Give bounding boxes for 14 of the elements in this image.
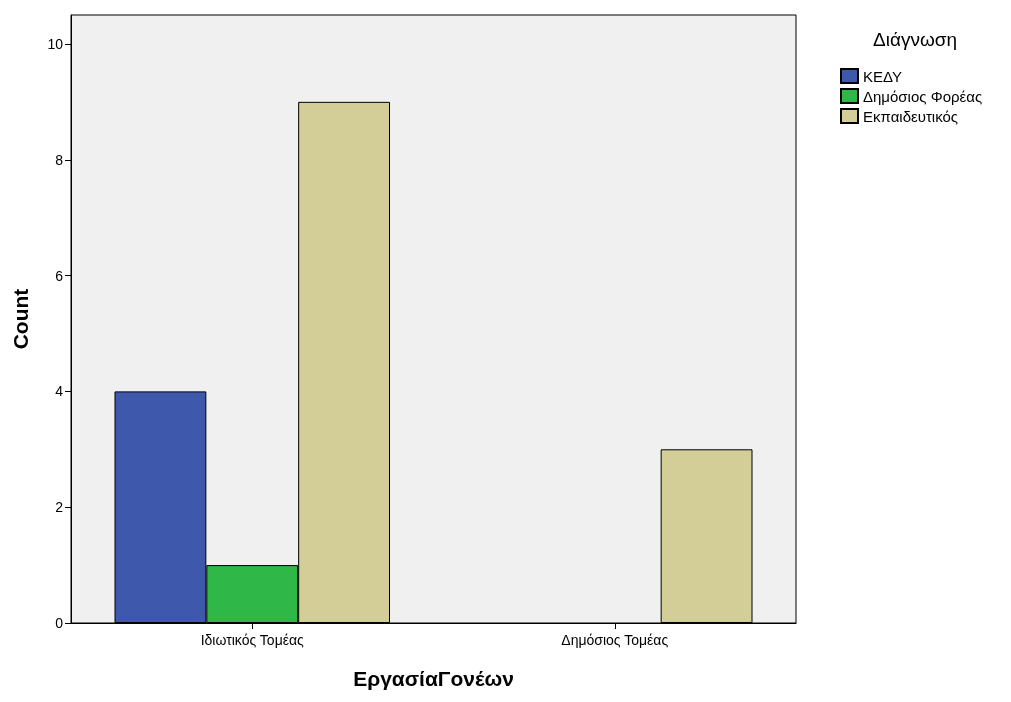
- x-tick-label: Ιδιωτικός Τομέας: [200, 632, 305, 648]
- y-tick-label: 10: [47, 35, 64, 52]
- legend-label: Δημόσιος Φορέας: [863, 87, 983, 105]
- legend-label: Εκπαιδευτικός: [863, 107, 959, 125]
- y-tick-label: 8: [55, 151, 64, 168]
- legend-title: Διάγνωση: [873, 29, 958, 50]
- y-tick-label: 6: [55, 267, 64, 284]
- x-tick-label: Δημόσιος Τομέας: [561, 632, 669, 648]
- y-tick-label: 0: [55, 615, 64, 631]
- y-axis-title: Count: [9, 288, 32, 350]
- x-axis-title: ΕργασίαΓονέων: [353, 667, 514, 690]
- y-tick-label: 2: [55, 499, 64, 516]
- y-tick-label: 4: [55, 383, 64, 400]
- legend-label: ΚΕΔΥ: [863, 67, 902, 85]
